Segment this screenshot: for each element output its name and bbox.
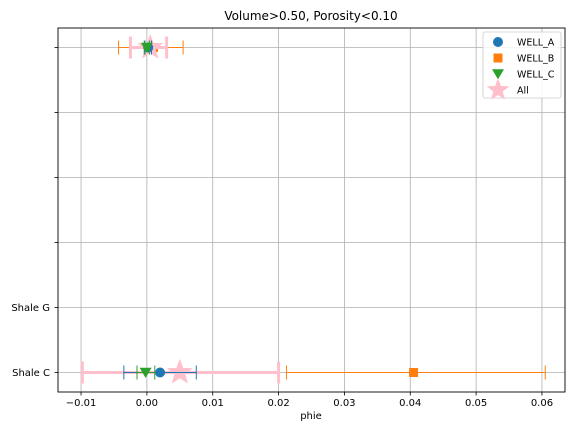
x-tick-label: 0.01 (202, 398, 224, 409)
x-tick-label: 0.05 (465, 398, 487, 409)
chart-title: Volume>0.50, Porosity<0.10 (224, 9, 397, 23)
x-tick-label: 0.03 (333, 398, 355, 409)
y-tick-label: Shale G (11, 303, 50, 314)
data-point (155, 368, 165, 378)
x-tick-label: 0.00 (136, 398, 158, 409)
x-axis-label: phie (300, 411, 322, 422)
x-tick-label: 0.04 (399, 398, 421, 409)
series-well-b (119, 41, 546, 380)
y-tick-label: Shale C (12, 368, 50, 379)
series-well-c (137, 41, 155, 380)
legend-marker (494, 54, 503, 63)
legend-label: All (517, 86, 529, 97)
axis-ticks: −0.01 0.00 0.01 0.02 0.03 0.04 0.05 0.06 Shale C… (11, 48, 553, 410)
x-tick-label: 0.02 (267, 398, 289, 409)
legend-label: WELL_C (517, 70, 555, 81)
x-tick-label: 0.06 (531, 398, 553, 409)
legend-marker (493, 37, 503, 47)
legend: WELL_A WELL_B WELL_C All (483, 32, 561, 100)
data-point (167, 359, 193, 384)
x-tick-label: −0.01 (66, 398, 97, 409)
legend-label: WELL_B (517, 54, 554, 65)
legend-label: WELL_A (517, 38, 555, 49)
series-well-a (124, 41, 196, 380)
data-point (409, 368, 418, 377)
series-all (82, 34, 278, 384)
